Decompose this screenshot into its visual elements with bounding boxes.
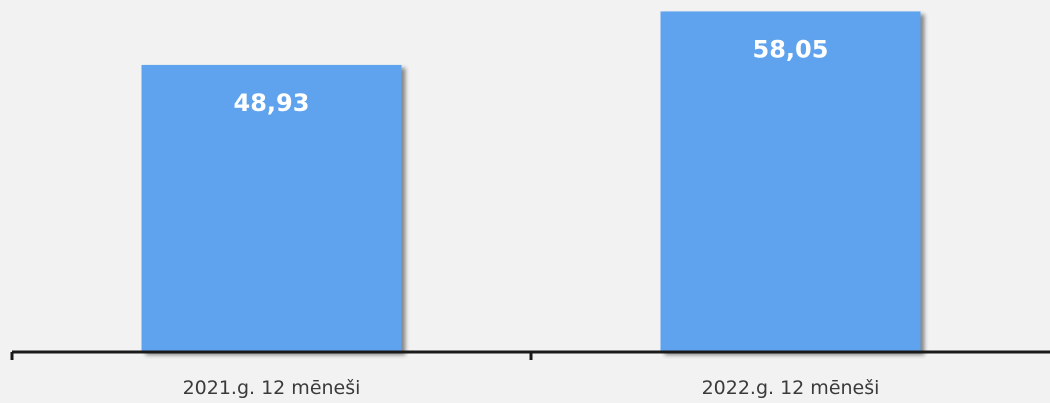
bar-1 [141, 64, 402, 352]
x-axis [10, 350, 1050, 360]
category-label-1: 2021.g. 12 mēneši [183, 377, 361, 399]
labels-group: 48,93 2021.g. 12 mēneši 58,05 2022.g. 12 mē… [183, 35, 880, 399]
category-label-2: 2022.g. 12 mēneši [702, 377, 880, 399]
data-label-1: 48,93 [234, 89, 310, 117]
bars-group [141, 11, 921, 352]
bar-2 [660, 11, 921, 352]
data-label-2: 58,05 [753, 35, 829, 63]
